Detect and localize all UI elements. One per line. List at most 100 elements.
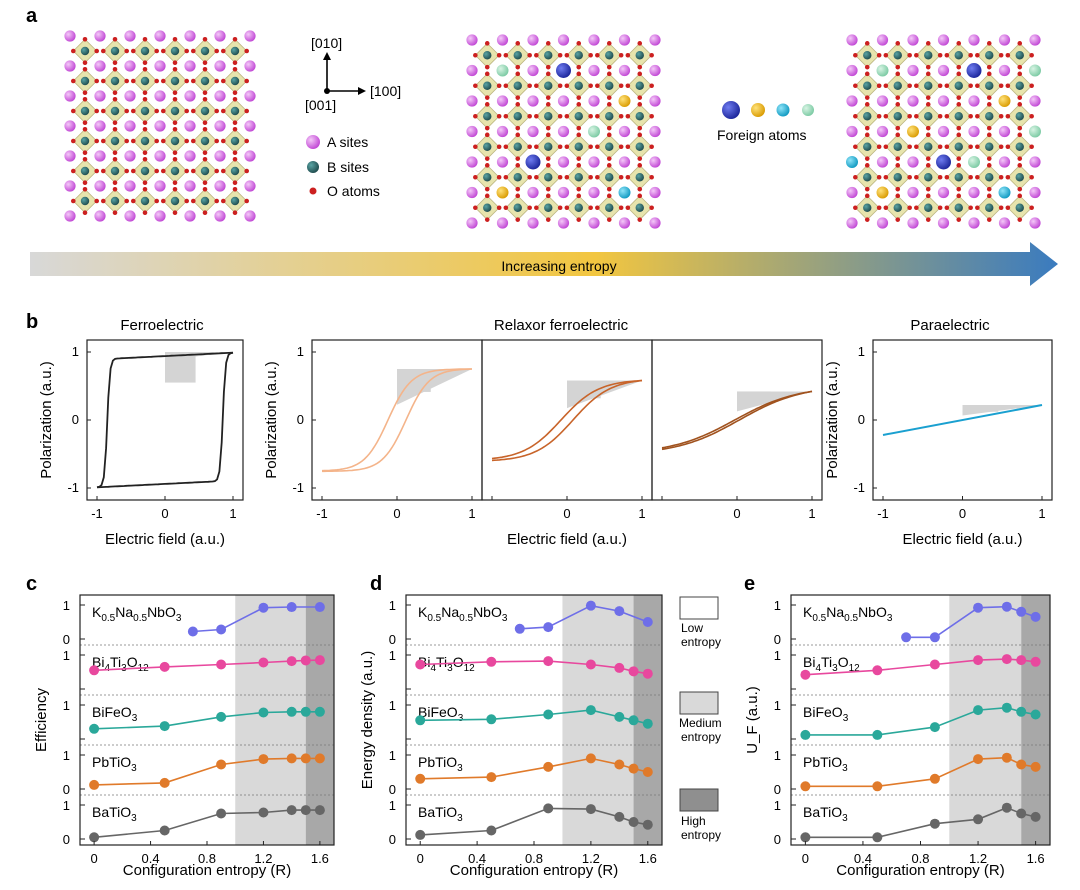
high-entropy-swatch bbox=[679, 788, 719, 812]
b-site-atom bbox=[954, 81, 963, 90]
foreign-atom bbox=[907, 125, 919, 138]
data-point bbox=[973, 655, 984, 666]
series-label: Bi4Ti3O12 bbox=[803, 654, 860, 674]
y-tick-label: -1 bbox=[67, 480, 79, 495]
o-atom bbox=[112, 157, 118, 162]
b-site-atom bbox=[110, 166, 120, 176]
b-site-atom bbox=[924, 112, 933, 121]
a-site-atom bbox=[937, 64, 950, 77]
lattice-medium-entropy bbox=[466, 34, 661, 229]
foreign-atom bbox=[998, 95, 1011, 107]
o-atom bbox=[232, 90, 238, 95]
o-atom bbox=[202, 37, 208, 42]
b-site-atom bbox=[544, 142, 553, 151]
b-site-atom bbox=[863, 203, 872, 212]
data-point bbox=[973, 814, 984, 825]
o-atom bbox=[588, 144, 593, 150]
a-site-atom bbox=[154, 180, 166, 192]
x-axis-label: Electric field (a.u.) bbox=[902, 531, 1022, 548]
b-site-atom bbox=[924, 142, 933, 151]
foreign-atom bbox=[496, 64, 509, 77]
label-part: 3 bbox=[842, 763, 848, 774]
label-part: 3 bbox=[131, 763, 137, 774]
o-atom bbox=[142, 127, 148, 132]
o-atom bbox=[82, 120, 88, 125]
o-atom bbox=[131, 198, 136, 204]
b-site-atom bbox=[635, 51, 644, 60]
a-site-atom bbox=[124, 210, 136, 222]
a-site-atom bbox=[496, 217, 509, 229]
x-tick-label: 0 bbox=[90, 851, 97, 866]
o-atom bbox=[956, 156, 962, 161]
o-atom bbox=[545, 217, 551, 222]
o-atom bbox=[515, 217, 521, 222]
o-atom bbox=[1005, 52, 1011, 58]
b-site-atom bbox=[230, 106, 240, 116]
data-point bbox=[1030, 709, 1041, 720]
data-point bbox=[585, 753, 596, 764]
b-site-atom bbox=[140, 76, 150, 86]
data-point bbox=[300, 753, 311, 764]
foreign-atom bbox=[966, 63, 982, 78]
a-site-atom bbox=[466, 95, 478, 107]
a-site-atom bbox=[64, 150, 76, 162]
o-atom bbox=[618, 113, 624, 119]
foreign-atom bbox=[496, 186, 509, 199]
b-site-atom bbox=[230, 136, 240, 146]
o-atom bbox=[503, 52, 509, 58]
label-part: BaTiO bbox=[92, 804, 131, 820]
o-atom bbox=[588, 52, 593, 58]
o-atom bbox=[473, 174, 478, 180]
o-atom bbox=[534, 83, 539, 89]
foreign-atom bbox=[618, 95, 631, 107]
series-label: BiFeO3 bbox=[418, 704, 464, 724]
o-atom bbox=[876, 83, 882, 89]
foreign-atom bbox=[1029, 125, 1041, 138]
o-atom bbox=[142, 90, 148, 95]
b-site-atom bbox=[483, 81, 492, 90]
entropy-legend: Low entropy Medium entropy High entropy bbox=[679, 596, 722, 842]
foreign-mint-icon bbox=[802, 104, 814, 116]
relaxor-branch bbox=[321, 368, 472, 472]
o-atom bbox=[94, 48, 99, 54]
o-atom bbox=[606, 193, 612, 199]
a-site-atom bbox=[998, 125, 1011, 138]
y-tick-label-0: 0 bbox=[63, 632, 70, 647]
o-atom bbox=[606, 125, 612, 131]
x-tick-label: 1 bbox=[638, 506, 645, 521]
o-atom bbox=[124, 198, 129, 204]
series-label: BaTiO3 bbox=[92, 804, 137, 824]
foreign-blue-icon bbox=[722, 101, 740, 119]
b-site-atom bbox=[544, 81, 553, 90]
o-atom bbox=[576, 193, 582, 199]
b-site-atom bbox=[924, 81, 933, 90]
b-site-atom bbox=[605, 203, 614, 212]
o-atom bbox=[637, 125, 643, 131]
y-tick-label-0: 0 bbox=[63, 782, 70, 797]
data-point bbox=[973, 754, 984, 765]
a-site-atom bbox=[588, 95, 600, 107]
b-site-atom bbox=[924, 173, 933, 182]
o-atom bbox=[221, 108, 226, 114]
o-atom bbox=[82, 60, 88, 65]
foreign-atom bbox=[968, 156, 980, 168]
medium-entropy-label-1: Medium bbox=[679, 716, 722, 730]
b-site-atom bbox=[513, 142, 522, 151]
y-tick-label-1: 1 bbox=[389, 748, 396, 763]
a-site-atom bbox=[184, 180, 196, 192]
a-site-atom bbox=[557, 217, 570, 229]
o-atom bbox=[172, 157, 178, 162]
o-atom bbox=[956, 102, 962, 107]
o-atom bbox=[956, 193, 962, 199]
o-atom bbox=[112, 210, 118, 215]
o-atom bbox=[484, 163, 490, 168]
o-atom bbox=[986, 102, 992, 107]
o-atom bbox=[82, 157, 88, 162]
o-atom bbox=[937, 52, 943, 58]
o-atom bbox=[937, 144, 943, 150]
a-site-atom bbox=[154, 120, 166, 132]
o-atom bbox=[184, 108, 189, 114]
o-atom bbox=[101, 48, 106, 54]
a-site-atom bbox=[1029, 186, 1041, 199]
o-atom bbox=[71, 48, 76, 54]
